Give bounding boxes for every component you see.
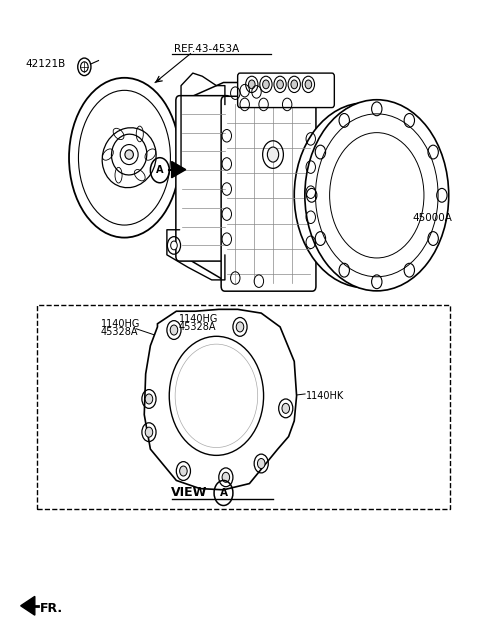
Circle shape [267,147,279,162]
Circle shape [78,58,91,76]
Text: 42121B: 42121B [25,58,66,69]
Circle shape [249,80,255,89]
Ellipse shape [125,150,133,159]
Polygon shape [181,83,294,290]
Text: 1140HG: 1140HG [101,319,140,329]
Text: A: A [156,164,164,175]
Text: 45328A: 45328A [101,327,138,337]
Text: A: A [219,488,228,498]
Circle shape [180,466,187,476]
Circle shape [145,427,153,437]
Text: 45328A: 45328A [179,322,216,332]
Ellipse shape [294,103,436,288]
Bar [37,305,450,509]
Circle shape [305,80,312,89]
Text: REF.43-453A: REF.43-453A [174,44,239,54]
Text: VIEW: VIEW [170,486,207,500]
Circle shape [277,80,283,89]
Circle shape [236,322,244,332]
Circle shape [282,403,289,413]
Ellipse shape [305,100,449,291]
FancyBboxPatch shape [238,73,335,107]
Circle shape [171,241,177,250]
FancyBboxPatch shape [176,96,230,261]
Circle shape [222,472,229,483]
Circle shape [145,394,153,404]
Text: 1140HK: 1140HK [306,391,344,401]
Circle shape [257,458,265,469]
Circle shape [263,80,269,89]
Polygon shape [21,596,35,615]
Text: FR.: FR. [39,603,63,615]
Polygon shape [144,309,297,490]
Circle shape [170,325,178,335]
Circle shape [291,80,298,89]
Polygon shape [172,161,186,178]
Text: 1140HG: 1140HG [179,314,218,324]
Text: 45000A: 45000A [412,213,452,224]
Polygon shape [181,102,224,255]
FancyBboxPatch shape [221,97,316,291]
